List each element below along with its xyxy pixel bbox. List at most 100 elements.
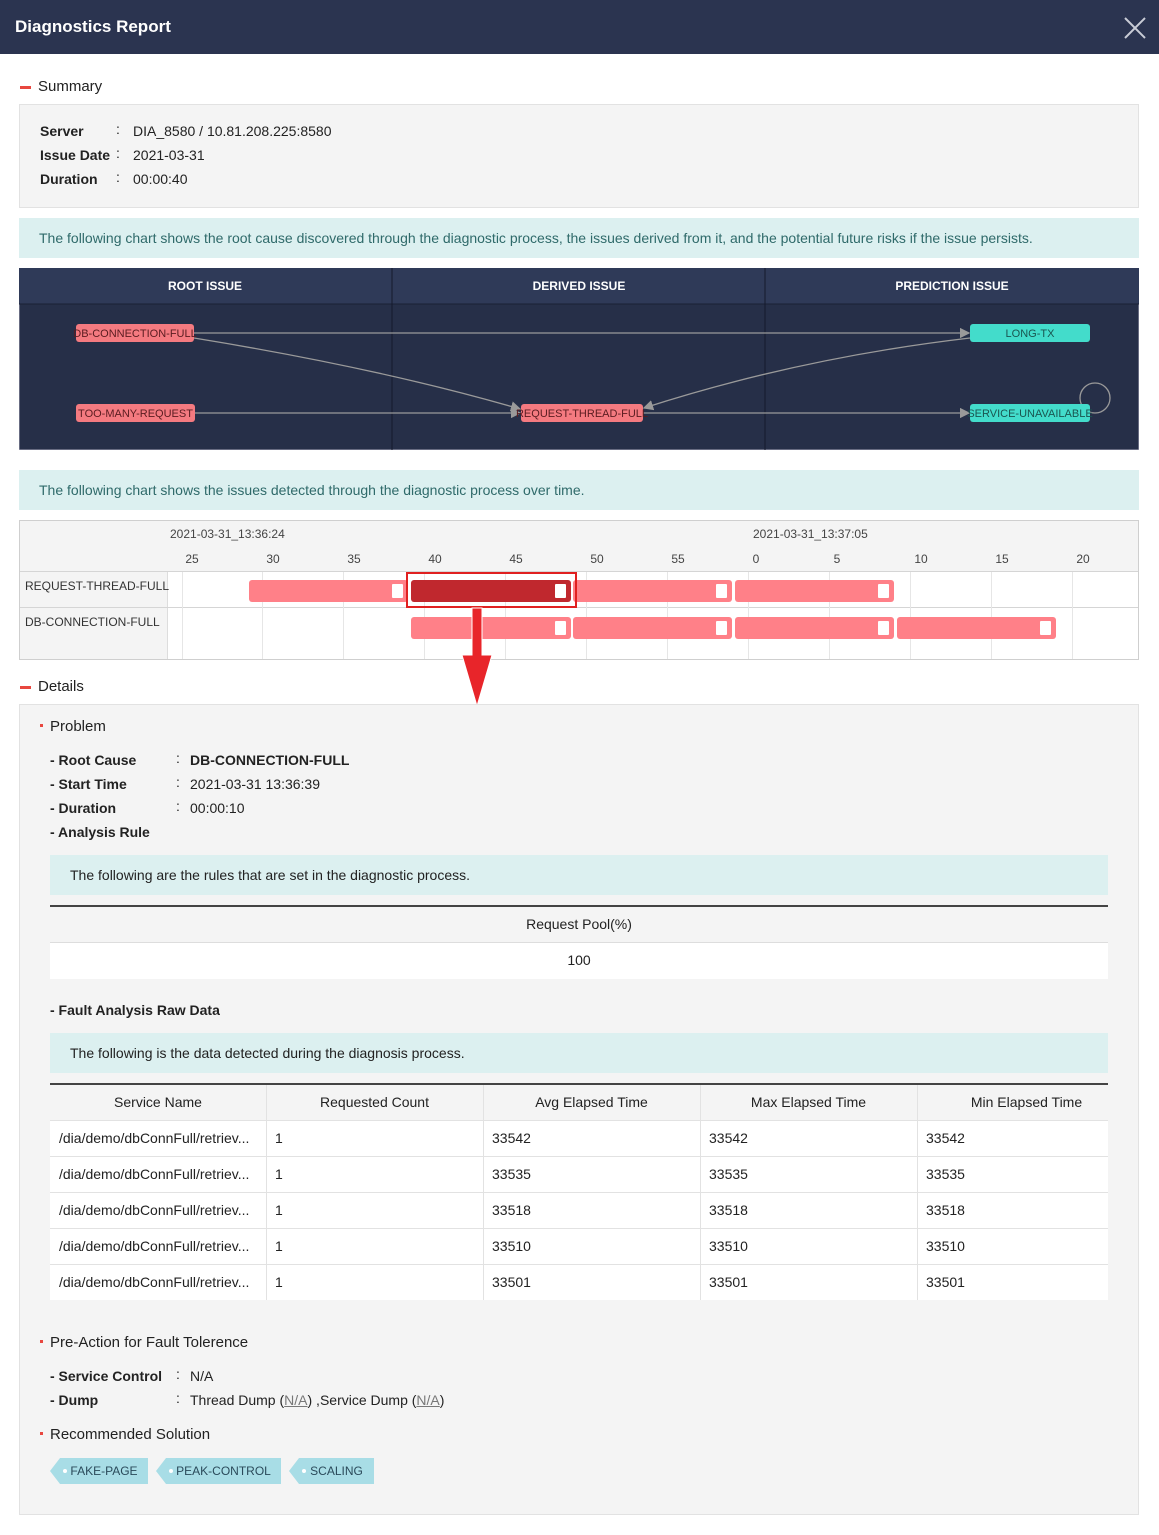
table-cell: 1 — [275, 1238, 283, 1254]
table-row — [50, 1264, 1108, 1300]
column-divider — [700, 1085, 701, 1300]
table-cell: 33542 — [926, 1130, 965, 1146]
table-row — [50, 1192, 1108, 1228]
info-box — [19, 218, 1139, 258]
table-cell: 33501 — [709, 1274, 748, 1290]
time-label: 2021-03-31_13:36:24 — [170, 527, 285, 541]
table-header: Requested Count — [320, 1094, 429, 1110]
info-box — [50, 1033, 1108, 1073]
timeline-bar — [411, 617, 571, 639]
row-label: REQUEST-THREAD-FULL — [25, 579, 170, 593]
time-tick: 10 — [914, 552, 928, 566]
solution-tag[interactable] — [156, 1458, 281, 1484]
info-text: The following chart shows the root cause… — [39, 230, 1033, 246]
grid-line — [1072, 572, 1073, 659]
table-cell: 33501 — [492, 1274, 531, 1290]
row-divider — [20, 607, 1138, 608]
table-row — [50, 1156, 1108, 1192]
solution-tag[interactable] — [289, 1458, 374, 1484]
table-cell: 33535 — [926, 1166, 965, 1182]
info-text: The following are the rules that are set… — [70, 867, 470, 883]
table-row — [50, 1120, 1108, 1156]
header-bar — [0, 0, 1159, 54]
table-cell: /dia/demo/dbConnFull/retriev... — [59, 1274, 250, 1290]
subsection-title: Problem — [50, 718, 106, 735]
bullet — [40, 1432, 43, 1435]
selection-highlight — [406, 572, 577, 608]
table-header: Max Elapsed Time — [750, 1094, 867, 1110]
grid-line — [748, 572, 749, 659]
dump-link[interactable]: N/A — [416, 1392, 440, 1408]
grid-line — [505, 572, 506, 659]
flow-edge — [193, 337, 522, 412]
flow-node-label: DB-CONNECTION-FULL — [73, 328, 196, 340]
table-cell: /dia/demo/dbConnFull/retriev... — [59, 1202, 250, 1218]
field-separator: : — [176, 1390, 180, 1406]
field-value: DIA_8580 / 10.81.208.225:8580 — [133, 123, 332, 139]
pointer-arrow-shape — [461, 607, 493, 708]
dump-text: Thread Dump ( — [190, 1392, 285, 1408]
column-header: ROOT ISSUE — [168, 279, 242, 293]
table-row — [50, 942, 1108, 979]
subsection-title: Recommended Solution — [50, 1426, 211, 1443]
grid-line — [343, 572, 344, 659]
time-tick: 40 — [428, 552, 442, 566]
page-icon — [392, 584, 403, 598]
table-cell: 33501 — [926, 1274, 965, 1290]
field-separator: : — [176, 798, 180, 814]
self-loop — [1079, 382, 1111, 414]
timeline-bar — [735, 580, 894, 602]
timeline-bar — [735, 617, 894, 639]
grid-line — [910, 572, 911, 659]
field-value: DB-CONNECTION-FULL — [190, 752, 350, 768]
field-label: - Start Time — [50, 776, 127, 792]
close-button[interactable] — [1122, 15, 1148, 41]
info-box — [19, 470, 1139, 510]
tag-label: SCALING — [310, 1464, 363, 1478]
flow-node-label: REQUEST-THREAD-FULL — [516, 408, 648, 420]
time-tick: 20 — [1076, 552, 1090, 566]
flow-node — [521, 404, 643, 422]
tag-dot — [302, 1469, 306, 1473]
table-cell: 33518 — [492, 1202, 531, 1218]
flow-header — [19, 268, 1139, 304]
section-title: Summary — [38, 78, 103, 95]
flow-edge — [642, 337, 971, 411]
field-label: - Root Cause — [50, 752, 137, 768]
table-cell: 1 — [275, 1166, 283, 1182]
details-box — [19, 704, 1139, 1515]
table-cell: 1 — [275, 1274, 283, 1290]
table-cell: 33510 — [926, 1238, 965, 1254]
table-cell: 1 — [275, 1202, 283, 1218]
time-tick: 30 — [266, 552, 280, 566]
table-cell: 33510 — [709, 1238, 748, 1254]
tag-label: PEAK-CONTROL — [176, 1464, 271, 1478]
table-cell: /dia/demo/dbConnFull/retriev... — [59, 1166, 250, 1182]
table-cell: 1 — [275, 1130, 283, 1146]
grid-line — [991, 572, 992, 659]
pointer-arrow — [461, 607, 493, 708]
table-cell: 33518 — [709, 1202, 748, 1218]
section-title: Details — [38, 678, 84, 695]
page-icon — [1040, 621, 1051, 635]
row-label: DB-CONNECTION-FULL — [25, 615, 160, 629]
header-title: Diagnostics Report — [15, 17, 171, 36]
timeline-bar — [573, 580, 732, 602]
time-tick: 5 — [833, 552, 841, 566]
time-tick: 55 — [671, 552, 685, 566]
field-separator: : — [176, 774, 180, 790]
table-cell: 33510 — [492, 1238, 531, 1254]
info-text: The following chart shows the issues det… — [39, 482, 585, 498]
tag-dot — [63, 1469, 67, 1473]
table-cell: 33535 — [709, 1166, 748, 1182]
dump-link[interactable]: N/A — [284, 1392, 308, 1408]
table-header: Service Name — [114, 1094, 202, 1110]
flow-node-label: LONG-TX — [1006, 328, 1056, 340]
table-header: Request Pool(%) — [526, 916, 632, 932]
solution-tag[interactable] — [50, 1458, 148, 1484]
field-label: - Analysis Rule — [50, 824, 150, 840]
subsection-title: Pre-Action for Fault Tolerence — [50, 1334, 249, 1351]
table-cell: 100 — [567, 952, 591, 968]
field-label: - Duration — [50, 800, 117, 816]
